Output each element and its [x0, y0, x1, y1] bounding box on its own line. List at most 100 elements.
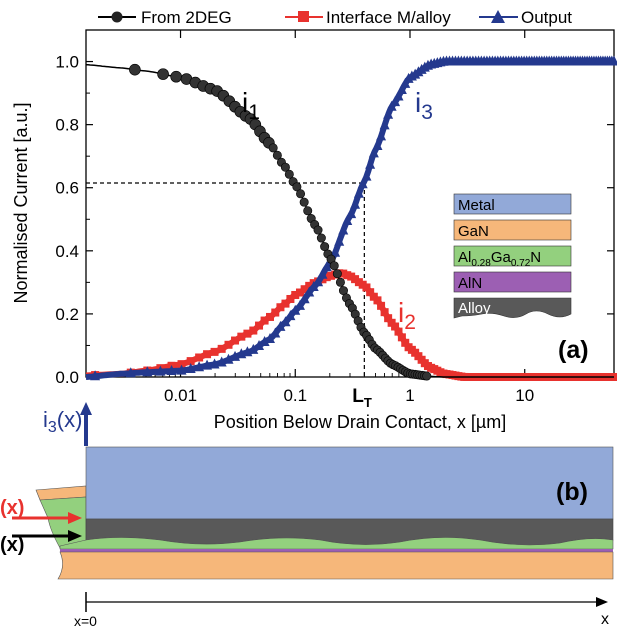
legend-label-2deg: From 2DEG — [141, 8, 232, 27]
layer-label-gan: GaN — [458, 223, 489, 240]
marker-circle — [299, 197, 309, 207]
marker-square — [300, 285, 309, 294]
algan-layer — [59, 537, 614, 550]
marker-square — [397, 333, 406, 342]
marker-triangle — [216, 356, 227, 367]
marker-square — [177, 360, 186, 369]
legend-marker-output — [491, 10, 505, 23]
series-2-markers — [85, 55, 617, 381]
marker-triangle — [294, 299, 305, 310]
marker-triangle — [264, 333, 275, 344]
marker-circle — [268, 143, 278, 153]
marker-square — [373, 296, 382, 305]
x-origin-label: x=0 — [74, 613, 97, 629]
series-0-markers — [85, 63, 614, 381]
marker-square — [305, 281, 314, 290]
marker-triangle — [125, 367, 136, 378]
marker-square — [271, 308, 280, 317]
left-algan-wedge — [39, 496, 87, 549]
layer-swatch-algan — [453, 245, 572, 267]
marker-square — [286, 294, 295, 303]
marker-triangle — [259, 335, 270, 346]
marker-triangle — [396, 84, 407, 95]
series-line — [85, 58, 614, 380]
marker-square — [276, 303, 285, 312]
layer-label-algan: Al0.28Ga0.72N — [458, 249, 541, 269]
marker-circle — [296, 189, 306, 199]
axis-ticks: 0.0 0.2 0.4 0.6 0.8 1.0 0.01 0.1 1 10 — [55, 29, 615, 405]
marker-triangle — [185, 363, 196, 374]
x-axis-label: Position Below Drain Contact, x [µm] — [214, 412, 506, 432]
layer-swatch-gan — [453, 219, 572, 241]
y-tick-label: 0.6 — [55, 179, 79, 198]
gan-layer — [57, 551, 614, 580]
marker-triangle — [353, 187, 364, 198]
marker-square — [217, 344, 226, 353]
aln-layer — [60, 549, 613, 552]
i1-label: i1 — [242, 87, 260, 124]
legend-label-interface: Interface M/alloy — [326, 8, 451, 27]
marker-square — [322, 273, 331, 282]
i2-label: i2 — [398, 297, 416, 334]
marker-square — [231, 336, 240, 345]
marker-triangle — [365, 158, 376, 169]
marker-triangle — [321, 261, 332, 272]
marker-triangle — [202, 359, 213, 370]
marker-triangle — [275, 320, 286, 331]
layer-swatch-alloy — [453, 297, 572, 319]
marker-circle — [292, 182, 302, 192]
marker-square — [281, 299, 290, 308]
cross-section-diagram: (b) i3(x) (x) (x) x=0 x — [0, 402, 614, 629]
marker-triangle — [350, 198, 361, 209]
marker-circle — [335, 277, 345, 287]
marker-triangle — [155, 365, 166, 376]
marker-triangle — [285, 310, 296, 321]
marker-triangle — [390, 96, 401, 107]
marker-square — [203, 350, 212, 359]
marker-square — [237, 332, 246, 341]
marker-triangle — [299, 293, 310, 304]
x-axis-arrowhead — [596, 597, 608, 607]
i3-label: i3 — [415, 87, 433, 124]
marker-circle — [316, 233, 326, 243]
y-tick-label: 0.8 — [55, 116, 79, 135]
marker-triangle — [280, 316, 291, 327]
i1x-label: (x) — [0, 534, 24, 556]
legend-marker-2deg — [111, 11, 123, 23]
marker-triangle — [346, 208, 357, 219]
marker-circle — [329, 261, 339, 271]
x-tick-label: 1 — [405, 386, 414, 405]
marker-triangle — [334, 235, 345, 246]
marker-triangle — [368, 147, 379, 158]
marker-triangle — [313, 276, 324, 287]
i3x-arrowhead — [80, 402, 92, 415]
marker-triangle — [361, 170, 372, 181]
marker-square — [295, 288, 304, 297]
marker-square — [186, 357, 195, 366]
marker-square — [265, 312, 274, 321]
marker-square — [362, 283, 371, 292]
marker-circle — [284, 169, 294, 179]
marker-triangle — [330, 246, 341, 257]
marker-square — [366, 288, 375, 297]
metal-contact — [85, 446, 614, 520]
x-axis-end-label: x — [601, 611, 609, 628]
marker-square — [224, 340, 233, 349]
i2x-label: (x) — [0, 497, 24, 519]
marker-square — [401, 338, 410, 347]
marker-triangle — [372, 139, 383, 150]
marker-triangle — [270, 327, 281, 338]
layer-swatch-metal — [453, 193, 572, 215]
layer-label-metal: Metal — [458, 197, 495, 214]
marker-triangle — [90, 370, 101, 381]
marker-circle — [332, 269, 342, 279]
y-tick-label: 0.4 — [55, 242, 79, 261]
marker-circle — [157, 68, 169, 80]
marker-triangle — [357, 178, 368, 189]
marker-square — [255, 321, 264, 330]
y-tick-label: 1.0 — [55, 53, 79, 72]
y-axis-label: Normalised Current [a.u.] — [11, 102, 31, 303]
x-tick-label: 0.1 — [283, 386, 307, 405]
legend-marker-interface — [298, 11, 309, 22]
